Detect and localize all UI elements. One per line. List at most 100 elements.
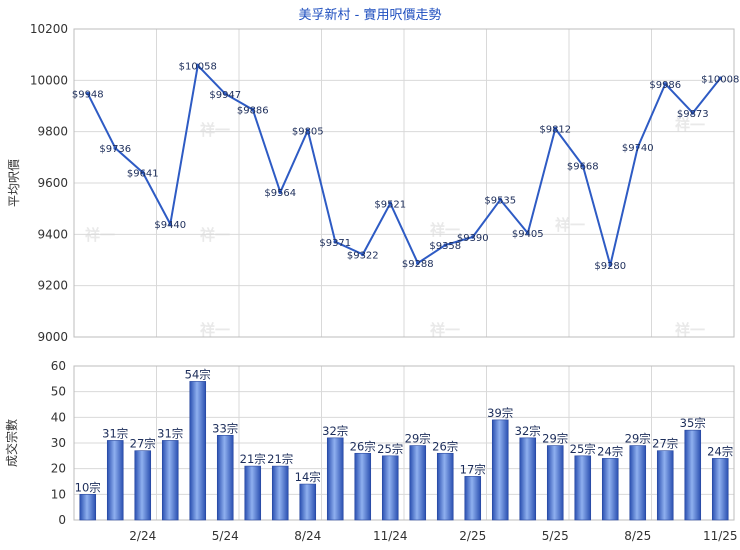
volume-bar (79, 494, 97, 521)
chart-title: 美孚新村 - 實用呎價走勢 (299, 7, 442, 23)
price-data-label: $9947 (209, 90, 241, 101)
volume-data-label: 32宗 (515, 424, 541, 438)
volume-bar (271, 465, 289, 521)
price-point (580, 163, 585, 168)
volume-data-label: 29宗 (405, 432, 431, 446)
price-point (250, 107, 255, 112)
volume-data-label: 17宗 (460, 462, 486, 476)
price-data-label: $9535 (484, 196, 516, 207)
price-tick-label: 9800 (37, 125, 68, 139)
watermark-text: 祥一 (200, 121, 230, 139)
volume-data-label: 14宗 (295, 470, 321, 484)
price-data-label: $9358 (429, 241, 461, 252)
price-data-label: $9371 (319, 238, 351, 249)
price-point (608, 263, 613, 267)
price-tick-label: 9200 (37, 279, 68, 293)
watermark-text: 祥一 (675, 116, 705, 134)
volume-data-label: 24宗 (597, 444, 623, 458)
price-point (470, 235, 475, 239)
price-point (663, 82, 668, 86)
volume-data-label: 29宗 (542, 432, 568, 446)
x-axis-label: 11/24 (373, 529, 408, 543)
x-axis-label: 5/25 (542, 529, 569, 543)
price-data-label: $9886 (237, 106, 269, 117)
price-axis-label: 平均呎價 (7, 159, 21, 207)
price-point (333, 239, 338, 244)
price-tick-label: 10200 (30, 22, 68, 36)
volume-bar (354, 452, 372, 521)
volume-bar (381, 455, 399, 521)
volume-tick-label: 0 (58, 513, 66, 527)
volume-axis-label: 成交宗數 (4, 419, 19, 467)
price-data-label: $9948 (72, 90, 104, 101)
volume-data-label: 27宗 (130, 437, 156, 451)
volume-data-label: 26宗 (432, 439, 458, 453)
volume-bar (464, 476, 482, 521)
volume-data-label: 33宗 (212, 421, 238, 435)
price-point (635, 145, 640, 149)
price-data-label: $9740 (622, 143, 654, 154)
volume-bar (134, 450, 152, 521)
volume-tick-label: 30 (51, 436, 66, 450)
price-data-label: $9390 (457, 233, 489, 244)
volume-bar (161, 440, 179, 521)
price-point (360, 252, 365, 257)
price-data-label: $9288 (402, 259, 434, 270)
volume-bar (436, 452, 454, 521)
volume-data-label: 24宗 (707, 444, 733, 458)
price-point (113, 146, 118, 150)
volume-data-label: 31宗 (102, 426, 128, 440)
price-point (553, 126, 558, 131)
price-point (415, 261, 420, 265)
price-data-label: $9641 (127, 168, 159, 179)
price-tick-label: 10000 (30, 73, 68, 87)
volume-bar (656, 450, 674, 521)
volume-data-label: 21宗 (240, 452, 266, 466)
price-data-label: $9812 (539, 125, 571, 136)
watermark-text: 祥一 (85, 226, 115, 244)
price-point (305, 128, 310, 133)
price-data-label: $9521 (374, 199, 406, 210)
x-axis-label: 5/24 (212, 529, 239, 543)
volume-bar (684, 429, 702, 521)
volume-data-label: 27宗 (652, 437, 678, 451)
x-axis-label: 2/25 (459, 529, 486, 543)
price-point (690, 111, 695, 115)
price-data-label: $9564 (264, 188, 296, 199)
x-axis-label: 2/24 (129, 529, 156, 543)
price-tick-label: 9600 (37, 176, 68, 190)
volume-data-label: 32宗 (322, 424, 348, 438)
price-data-label: $9668 (567, 162, 599, 173)
price-data-label: $9805 (292, 126, 324, 137)
price-point (223, 92, 228, 96)
price-point (85, 91, 90, 96)
price-data-label: $9440 (154, 220, 186, 231)
volume-bar (711, 458, 729, 521)
volume-data-label: 21宗 (267, 452, 293, 466)
price-point (140, 170, 145, 175)
volume-tick-label: 10 (51, 487, 66, 501)
volume-bar (244, 465, 262, 521)
x-axis-label: 8/24 (294, 529, 321, 543)
volume-data-label: 25宗 (377, 442, 403, 456)
price-data-label: $9736 (99, 144, 131, 155)
volume-bar (491, 419, 509, 521)
price-data-label: $9280 (594, 261, 626, 272)
watermark-text: 祥一 (555, 216, 585, 234)
volume-bar (326, 437, 344, 521)
volume-data-label: 25宗 (570, 442, 596, 456)
price-point (388, 201, 393, 206)
watermark-text: 祥一 (430, 321, 460, 339)
volume-bar (216, 434, 234, 521)
volume-bar (106, 440, 124, 521)
watermark-text: 祥一 (430, 221, 460, 239)
price-tick-label: 9400 (37, 227, 68, 241)
volume-bar (299, 483, 317, 521)
volume-tick-label: 50 (51, 385, 66, 399)
watermark-text: 祥一 (675, 321, 705, 339)
volume-data-label: 29宗 (625, 432, 651, 446)
price-point (278, 190, 283, 195)
price-series-line (86, 64, 722, 267)
volume-data-label: 39宗 (487, 406, 513, 420)
